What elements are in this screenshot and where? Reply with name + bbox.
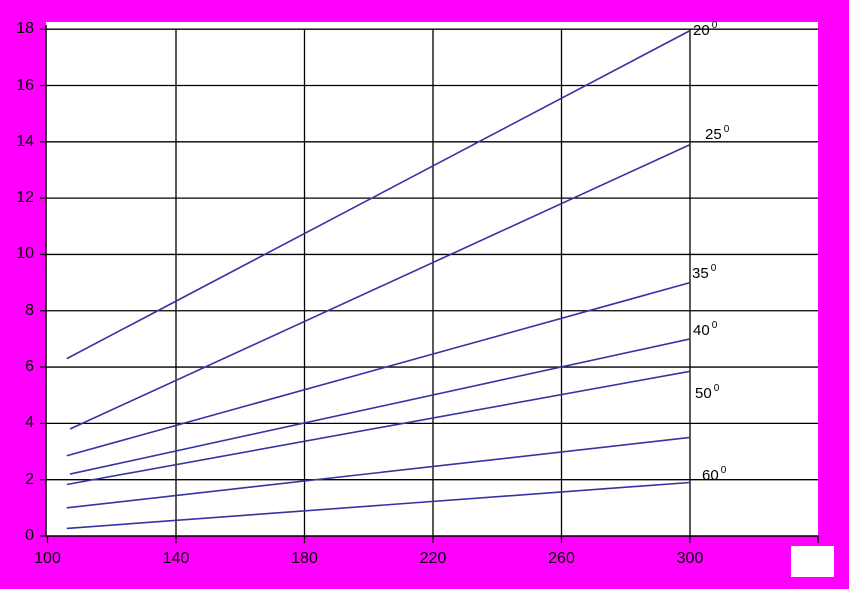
bottom-right-white-box [791, 546, 834, 577]
y-tick-label-10: 10 [16, 245, 34, 263]
x-tick-label-220: 220 [419, 550, 447, 567]
x-tick-label-100: 100 [34, 550, 61, 567]
y-tick-label-0: 0 [25, 527, 34, 544]
curve-20-deg [66, 29, 691, 360]
curve-25-deg-label: 25 0 [705, 124, 730, 144]
curve-20-deg-label-degree-superscript: 0 [711, 20, 718, 31]
curve-35-deg-label-degree-superscript: 0 [710, 263, 717, 274]
curve-25-deg [69, 143, 691, 430]
curve-50-deg-label: 50 0 [695, 383, 720, 403]
curve-20-deg-label-value: 20 [693, 22, 710, 39]
curve-60-deg-label-value: 60 [702, 467, 719, 484]
curve-35-deg [66, 281, 691, 457]
curve-50-deg [66, 370, 691, 486]
curve-35-deg-label: 35 0 [692, 263, 717, 283]
curve-40-deg-label: 40 0 [693, 320, 718, 340]
y-tick-label-6: 6 [25, 358, 34, 376]
y-tick-label-2: 2 [25, 470, 34, 488]
curve-25-deg-label-degree-superscript: 0 [723, 124, 730, 135]
curve-25-deg-label-value: 25 [705, 126, 722, 143]
y-tick-label-12: 12 [16, 189, 34, 207]
y-tick-label-14: 14 [16, 132, 34, 150]
curve-20-deg-label: 20 0 [693, 20, 718, 40]
curve-40-deg-label-degree-superscript: 0 [711, 320, 718, 331]
curve-60-deg [66, 481, 691, 530]
x-tick-label-300: 300 [676, 550, 704, 567]
x-tick-label-260: 260 [548, 550, 575, 567]
curve-50-deg-label-degree-superscript: 0 [713, 383, 720, 394]
curve-40-deg-label-value: 40 [693, 322, 710, 339]
curve-60-deg-label-degree-superscript: 0 [720, 465, 727, 476]
x-tick-label-140: 140 [162, 550, 190, 567]
curve-35-deg-label-value: 35 [692, 265, 709, 282]
plot-area [46, 22, 818, 536]
y-tick-label-16: 16 [16, 76, 34, 94]
y-tick-label-8: 8 [25, 301, 34, 319]
curve-60-deg-label: 60 0 [702, 465, 727, 485]
x-tick-label-180: 180 [291, 550, 318, 567]
y-tick-label-4: 4 [25, 414, 34, 432]
curve-50-deg-label-value: 50 [695, 385, 712, 402]
curve-40-deg [69, 338, 691, 475]
y-tick-label-18: 18 [16, 20, 34, 38]
curve-between-50-60-unlabeled [66, 436, 691, 509]
